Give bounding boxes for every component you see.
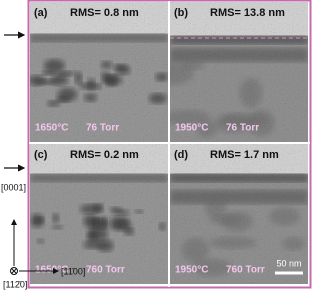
tem-image [30, 2, 168, 142]
temperature-label: 1950°C [175, 123, 208, 134]
tem-image [170, 2, 308, 142]
axis-out-cross [11, 268, 17, 274]
pressure-label: 76 Torr [86, 123, 119, 134]
frame [27, 0, 312, 289]
temperature-label: 1950°C [175, 265, 208, 276]
noise [30, 144, 168, 284]
pressure-label: 760 Torr [86, 265, 125, 276]
noise [170, 144, 308, 284]
rms-label: RMS= 0.2 nm [70, 149, 139, 161]
noise [170, 2, 308, 142]
panel-label: (b) [174, 7, 188, 19]
tem-image [170, 144, 308, 284]
tem-panel: (d) RMS= 1.7 nm 1950°C 760 Torr [170, 144, 308, 284]
panel-label: (a) [34, 7, 48, 19]
axis-label: [11̄00] [61, 266, 85, 276]
temperature-label: 1650°C [35, 265, 68, 276]
panels: (a) RMS= 0.8 nm 1650°C 76 Torr (b) RMS= 13.8 … [29, 1, 310, 287]
axis-label: [0001] [1, 182, 26, 192]
tem-image [30, 144, 168, 284]
rms-label: RMS= 1.7 nm [210, 149, 279, 161]
tem-panel: (a) RMS= 0.8 nm 1650°C 76 Torr [30, 2, 168, 142]
tem-panel: (b) RMS= 13.8 nm 1950°C 76 Torr [170, 2, 308, 142]
tem-panel: (c) RMS= 0.2 nm 1650°C 760 Torr [30, 144, 168, 284]
rms-label: RMS= 0.8 nm [70, 7, 139, 19]
axis-label: [112̄0] [3, 279, 27, 289]
panel-label: (c) [34, 149, 48, 161]
noise [30, 2, 168, 142]
pressure-label: 760 Torr [226, 265, 265, 276]
pressure-label: 76 Torr [226, 123, 259, 134]
panel-label: (d) [174, 149, 188, 161]
rms-label: RMS= 13.8 nm [210, 7, 285, 19]
temperature-label: 1650°C [35, 123, 68, 134]
scale-bar-label: 50 nm [276, 258, 301, 268]
figure: (a) RMS= 0.8 nm 1650°C 76 Torr (b) RMS= 13.8 … [1, 0, 312, 289]
